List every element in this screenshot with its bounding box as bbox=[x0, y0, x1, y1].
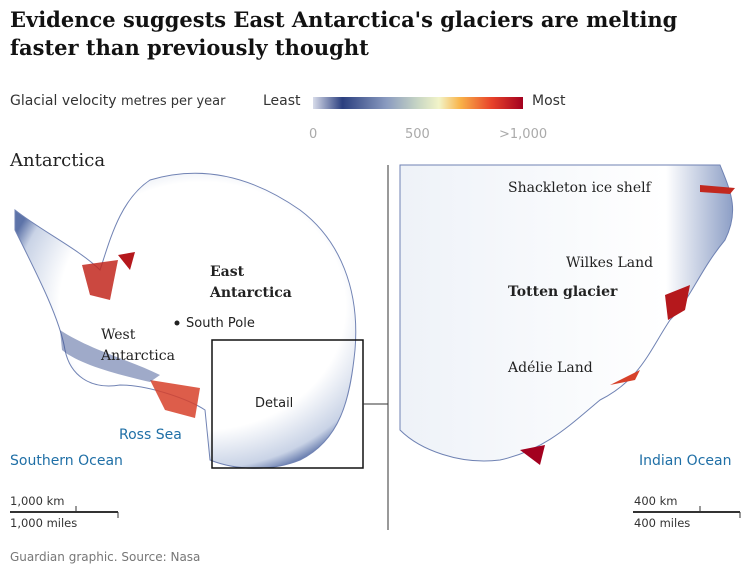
label-shackleton: Shackleton ice shelf bbox=[508, 180, 651, 196]
headline: Evidence suggests East Antarctica's glac… bbox=[10, 7, 678, 60]
label-wilkes-land: Wilkes Land bbox=[566, 255, 654, 271]
legend-unit: metres per year bbox=[121, 94, 226, 109]
tick-500: 500 bbox=[405, 127, 430, 142]
maps-svg bbox=[10, 164, 741, 530]
label-southern-ocean: Southern Ocean bbox=[10, 453, 123, 469]
scale-miles-right: 400 miles bbox=[634, 516, 691, 530]
detail-map bbox=[399, 164, 735, 465]
legend-least: Least bbox=[263, 93, 301, 109]
label-detail: Detail bbox=[255, 396, 294, 411]
legend-label: Glacial velocity metres per year bbox=[10, 93, 225, 109]
legend-title: Glacial velocity bbox=[10, 93, 117, 109]
legend-most: Most bbox=[532, 93, 566, 109]
scale-km-left: 1,000 km bbox=[10, 494, 65, 508]
scale-miles-left: 1,000 miles bbox=[10, 516, 78, 530]
label-south-pole: South Pole bbox=[186, 316, 255, 331]
label-indian-ocean: Indian Ocean bbox=[639, 453, 732, 469]
label-east-antarctica: East Antarctica bbox=[210, 264, 292, 301]
map-title: Antarctica bbox=[10, 150, 106, 171]
label-ross-sea: Ross Sea bbox=[119, 427, 182, 443]
scale-bars bbox=[10, 506, 741, 518]
label-totten-glacier: Totten glacier bbox=[508, 284, 618, 300]
tick-1000: >1,000 bbox=[499, 127, 548, 142]
scale-km-right: 400 km bbox=[634, 494, 678, 508]
color-ramp bbox=[313, 97, 523, 109]
south-pole-marker bbox=[174, 320, 180, 326]
tick-0: 0 bbox=[309, 127, 318, 142]
source-credit: Guardian graphic. Source: Nasa bbox=[10, 550, 201, 564]
label-west-antarctica: West Antarctica bbox=[101, 327, 175, 364]
label-adelie-land: Adélie Land bbox=[508, 360, 593, 376]
antarctica-map bbox=[14, 172, 357, 469]
